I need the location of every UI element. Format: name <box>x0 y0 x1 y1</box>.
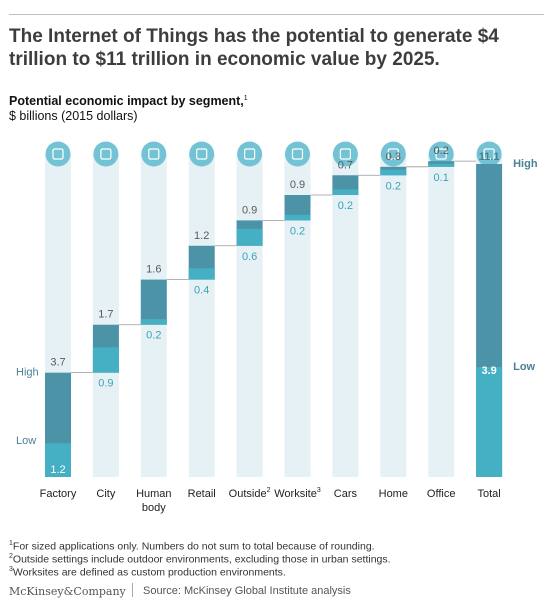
bar-low-city <box>92 347 119 373</box>
cars-icon-glyph <box>339 148 351 160</box>
retail-icon <box>189 141 215 167</box>
footer-divider <box>132 583 133 597</box>
footnote-3-text: Worksites are defined as custom producti… <box>12 566 286 579</box>
side-label-left-high: High <box>16 367 39 379</box>
bar-low-retail <box>188 268 215 280</box>
column-bg-retail <box>188 154 215 477</box>
footnote-3: 3Worksites are defined as custom product… <box>9 563 286 580</box>
human-body-icon-glyph <box>148 148 160 160</box>
category-label-human-body-2: body <box>142 502 166 514</box>
category-label-factory: Factory <box>40 488 77 500</box>
value-low-worksite: 0.2 <box>290 225 305 237</box>
value-low-home: 0.2 <box>386 180 401 192</box>
value-high-cars: 0.7 <box>338 159 353 171</box>
side-label-left-low: Low <box>16 435 36 447</box>
top-rule <box>9 14 544 15</box>
bar-low-cars <box>332 189 359 195</box>
office-icon-glyph <box>435 148 447 160</box>
page-title: The Internet of Things has the potential… <box>9 26 499 70</box>
home-icon <box>380 141 406 167</box>
value-high-human-body: 1.6 <box>146 264 161 276</box>
value-low-total: 3.9 <box>481 365 496 377</box>
waterfall-chart: 3.7 1.2 Factory 1.7 0.9 City 1.6 0.2 Human body 1.… <box>16 141 538 514</box>
column-bg-city <box>92 154 119 477</box>
outside-icon-glyph <box>244 148 256 160</box>
bar-high-human-body <box>140 279 167 325</box>
value-high-worksite: 0.9 <box>290 179 305 191</box>
category-label-human-body: Human <box>136 488 171 500</box>
value-high-retail: 1.2 <box>194 230 209 242</box>
bar-low-factory <box>45 443 71 477</box>
bar-low-human-body <box>140 319 167 325</box>
value-low-office: 0.1 <box>434 172 449 184</box>
value-high-outside: 0.9 <box>242 204 257 216</box>
column-bg-office <box>428 154 455 477</box>
footnote-2-text: Outside settings include outdoor environ… <box>12 553 391 566</box>
factory-icon <box>45 141 71 167</box>
value-high-city: 1.7 <box>98 309 113 321</box>
chart-subtitle-text: Potential economic impact by segment, <box>9 94 244 108</box>
category-label-home: Home <box>379 488 408 500</box>
category-label-cars: Cars <box>334 488 358 500</box>
office-icon <box>428 141 454 167</box>
category-label-office: Office <box>427 488 456 500</box>
category-label-total: Total <box>477 488 500 500</box>
bar-low-home <box>380 169 407 176</box>
source-note: Source: McKinsey Global Institute analys… <box>143 585 351 597</box>
side-label-right-low: Low <box>513 361 535 373</box>
category-label-retail: Retail <box>188 488 216 500</box>
total-icon <box>476 141 502 167</box>
worksite-icon-glyph <box>291 148 304 160</box>
value-high-office: 0.2 <box>434 145 449 157</box>
footnote-1-mark: 1 <box>9 540 13 547</box>
column-bg-cars <box>332 154 359 477</box>
bar-low-office <box>428 163 455 167</box>
chart-units: $ billions (2015 dollars) <box>9 109 138 123</box>
value-low-city: 0.9 <box>98 378 113 390</box>
category-label-city: City <box>96 488 115 500</box>
city-icon-glyph <box>100 148 112 160</box>
value-low-retail: 0.4 <box>194 285 209 297</box>
value-low-factory: 1.2 <box>50 464 65 476</box>
cars-icon <box>332 141 358 167</box>
column-bg-outside <box>236 154 263 477</box>
category-label-worksite: Worksite3 <box>274 487 321 500</box>
category-footnote-mark-worksite: 3 <box>317 487 321 494</box>
total-icon-glyph <box>483 148 495 160</box>
factory-icon-glyph <box>52 148 64 160</box>
human-body-icon <box>141 141 167 167</box>
footnote-1-text: For sized applications only. Numbers do … <box>12 540 375 553</box>
value-high-factory: 3.7 <box>50 357 65 369</box>
side-label-right-high: High <box>513 158 538 170</box>
footnote-2: 2Outside settings include outdoor enviro… <box>9 550 391 567</box>
bar-low-total <box>476 367 503 477</box>
value-high-total: 11.1 <box>479 151 500 163</box>
value-low-cars: 0.2 <box>338 200 353 212</box>
mckinsey-logo: McKinsey&Company <box>9 585 126 598</box>
chart-subtitle: Potential economic impact by segment,1 <box>9 94 248 108</box>
value-high-home: 0.3 <box>386 151 401 163</box>
home-icon-glyph <box>387 148 399 160</box>
bar-low-outside <box>236 228 263 246</box>
retail-icon-glyph <box>196 148 208 160</box>
column-bg-home <box>380 154 407 477</box>
footnote-3-mark: 3 <box>9 566 13 573</box>
footnote-1: 1For sized applications only. Numbers do… <box>9 537 375 554</box>
category-footnote-mark-outside: 2 <box>267 487 271 494</box>
value-low-outside: 0.6 <box>242 251 257 263</box>
bar-low-worksite <box>284 214 311 221</box>
footnote-2-mark: 2 <box>9 553 13 560</box>
outside-icon <box>237 141 263 167</box>
category-label-outside: Outside2 <box>229 487 271 500</box>
city-icon <box>93 141 119 167</box>
subtitle-footnote-mark: 1 <box>243 94 248 102</box>
worksite-icon <box>285 141 310 167</box>
value-low-human-body: 0.2 <box>146 330 161 342</box>
